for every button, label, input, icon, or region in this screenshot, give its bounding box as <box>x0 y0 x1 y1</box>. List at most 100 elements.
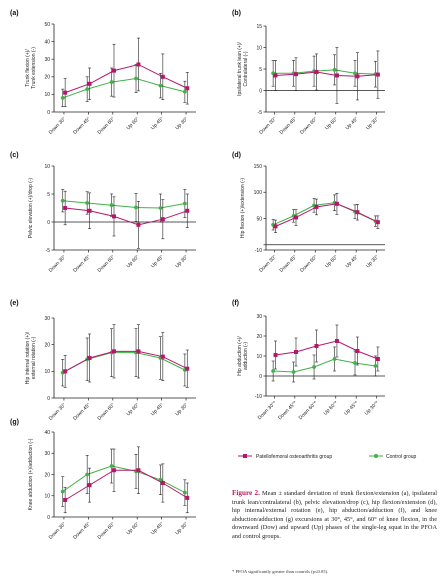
pfoa-series-line <box>64 350 188 372</box>
pfoa-data-point <box>136 222 141 227</box>
y-tick-label: 30 <box>44 57 50 63</box>
y-tick-label: 10 <box>44 92 50 98</box>
y-tick-label: 10 <box>256 354 262 360</box>
pfoa-data-point <box>63 206 68 210</box>
control-data-point <box>182 89 187 94</box>
panel-label: (f) <box>232 300 239 307</box>
y-tick-label: 0 <box>259 88 262 94</box>
y-tick-label: -5 <box>46 248 51 254</box>
x-tick-label: Down 45° <box>279 254 299 274</box>
pfoa-data-point <box>355 210 360 215</box>
x-tick-label: Up 30° <box>365 254 380 269</box>
y-tick-label: 30 <box>44 316 50 322</box>
y-tick-label: -10 <box>255 394 262 400</box>
y-tick-label: 20 <box>44 75 50 81</box>
pfoa-data-point <box>273 353 278 357</box>
x-tick-label: Down 30° <box>48 116 68 136</box>
pfoa-series-line <box>275 340 379 360</box>
x-tick-label: Down 30° <box>258 116 278 136</box>
control-series-line <box>273 358 376 373</box>
control-data-point <box>60 198 65 203</box>
pfoa-data-point <box>273 73 278 78</box>
pfoa-data-point <box>87 483 92 488</box>
caption-text: Mean ± standard deviation of trunk flexi… <box>232 490 438 540</box>
control-data-point <box>109 464 114 468</box>
x-tick-label: Up 30° <box>174 116 189 131</box>
y-tick-label: 150 <box>254 164 263 170</box>
y-tick-label: 10 <box>256 45 262 51</box>
x-tick-label: Down 60° <box>97 402 117 422</box>
x-tick-label: Up 30° <box>174 521 189 536</box>
x-tick-label: Down 30° <box>48 521 68 541</box>
pfoa-data-point <box>136 468 141 473</box>
y-axis-label: Trunk flexion (+)/Trunk extension (-) <box>25 47 37 89</box>
pfoa-data-point <box>314 70 319 75</box>
pfoa-data-point <box>160 354 165 359</box>
pfoa-data-point <box>185 366 190 371</box>
x-tick-label: Up 45° <box>345 254 360 269</box>
x-tick-label: Up 60° <box>324 116 339 131</box>
control-data-point <box>109 80 114 84</box>
x-tick-label: Up 45° <box>345 116 360 131</box>
y-tick-label: 10 <box>44 164 50 170</box>
control-data-point <box>332 357 337 361</box>
x-tick-label: Up 45° <box>150 402 165 417</box>
pfoa-data-point <box>111 214 116 219</box>
x-tick-label: Up 45° <box>150 116 165 131</box>
y-tick-label: 30 <box>256 314 262 320</box>
control-data-point <box>134 205 138 210</box>
legend: Patellofemoral osteoarthritis group Contr… <box>238 454 417 460</box>
x-tick-label: Up 45° <box>150 254 165 269</box>
x-tick-label: Up 60° <box>126 521 141 536</box>
caption-footnote: * PFOA significantly greater than contro… <box>232 569 329 574</box>
legend-control-marker <box>374 454 378 458</box>
control-data-point <box>60 489 65 494</box>
pfoa-data-point <box>355 74 360 79</box>
y-axis-label: Hip flexion (+)/extension (-) <box>240 178 246 238</box>
y-tick-label: 20 <box>44 342 50 348</box>
y-tick-label: -5 <box>258 110 263 116</box>
control-data-point <box>291 370 296 374</box>
pfoa-data-point <box>375 357 380 361</box>
y-axis-label: Pelvic elevation (+)/drop (-) <box>28 178 34 238</box>
control-data-point <box>373 364 378 368</box>
pfoa-data-point <box>111 468 116 473</box>
control-data-point <box>158 83 163 88</box>
pfoa-series-line <box>64 63 188 94</box>
x-tick-label: Down 60° <box>299 254 319 274</box>
caption-label: Figure 2. <box>232 489 260 497</box>
y-tick-label: 40 <box>44 39 50 45</box>
x-tick-label: Up 60° <box>126 116 141 131</box>
pfoa-data-point <box>160 217 165 222</box>
y-tick-label: 5 <box>47 192 50 198</box>
pfoa-data-point <box>334 339 339 343</box>
x-tick-label: Down 60°* <box>298 400 319 421</box>
control-data-point <box>60 96 65 100</box>
y-tick-label: 0 <box>259 374 262 380</box>
pfoa-data-point <box>63 90 68 95</box>
x-tick-label: Up 30° <box>174 402 189 417</box>
x-tick-label: Down 60° <box>97 521 117 541</box>
pfoa-data-point <box>63 369 68 374</box>
pfoa-data-point <box>273 224 278 229</box>
legend-control-label: Control group <box>386 454 417 460</box>
panel-label: (a) <box>10 10 19 17</box>
control-data-point <box>134 76 138 81</box>
control-data-point <box>182 490 187 495</box>
x-tick-label: Up 60°* <box>323 400 340 417</box>
pfoa-data-point <box>375 220 380 225</box>
pfoa-data-point <box>111 349 116 354</box>
pfoa-data-point <box>87 81 92 86</box>
panel-label: (g) <box>10 419 19 426</box>
control-data-point <box>332 67 337 72</box>
pfoa-data-point <box>314 344 319 348</box>
y-tick-label: 50 <box>44 22 50 28</box>
y-axis-label: Knee abduction (+)/adduction (-) <box>28 438 34 510</box>
panel-label: (c) <box>10 152 19 159</box>
panel-label: (b) <box>232 10 241 17</box>
x-tick-label: Down 45° <box>279 116 299 136</box>
x-tick-label: Down 45° <box>72 402 92 422</box>
x-tick-label: Up 30° <box>174 254 189 269</box>
pfoa-data-point <box>160 481 165 485</box>
